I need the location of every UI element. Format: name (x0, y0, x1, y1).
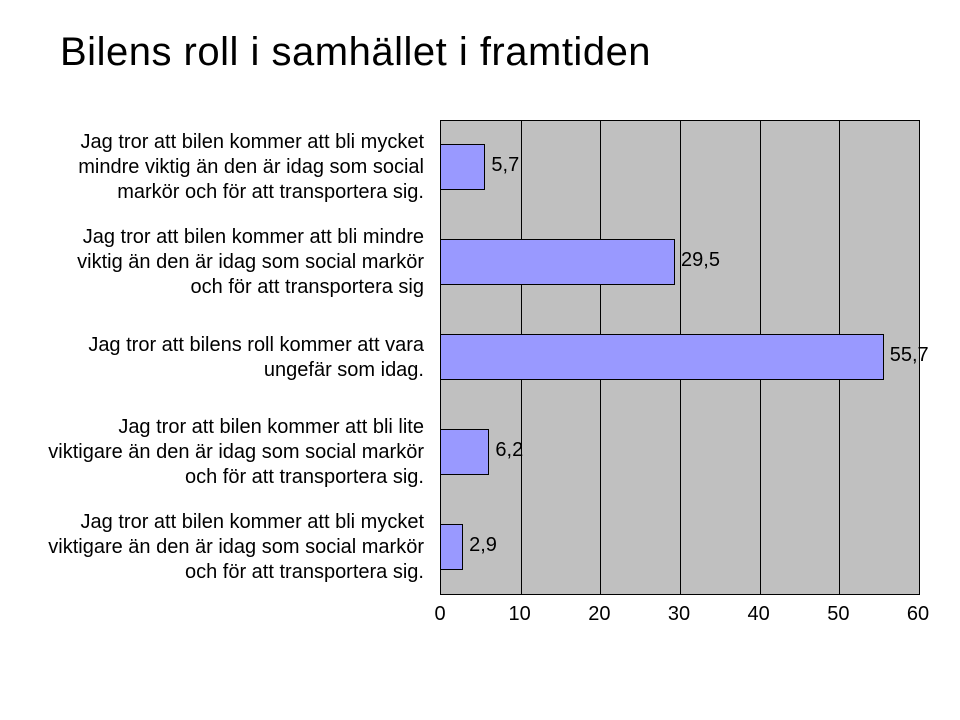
bar-value-label: 6,2 (495, 439, 523, 462)
x-tick-label: 30 (668, 603, 690, 626)
chart-row: Jag tror att bilen kommer att bli mycket… (40, 500, 920, 595)
bar (440, 144, 485, 190)
x-tick-label: 0 (434, 603, 445, 626)
chart-row: Jag tror att bilen kommer att bli lite v… (40, 405, 920, 500)
bar-zone: 2,9 (440, 500, 920, 595)
category-label: Jag tror att bilen kommer att bli mycket… (40, 510, 440, 585)
x-tick-label: 10 (509, 603, 531, 626)
bar (440, 524, 463, 570)
page-title: Bilens roll i samhället i framtiden (60, 30, 651, 75)
chart-row: Jag tror att bilen kommer att bli mindre… (40, 215, 920, 310)
bar-zone: 5,7 (440, 120, 920, 215)
x-tick-label: 20 (588, 603, 610, 626)
bar-value-label: 29,5 (681, 249, 720, 272)
bar-value-label: 2,9 (469, 534, 497, 557)
category-label: Jag tror att bilen kommer att bli mindre… (40, 225, 440, 300)
x-tick-label: 60 (907, 603, 929, 626)
bar-value-label: 5,7 (491, 154, 519, 177)
bar-zone: 29,5 (440, 215, 920, 310)
bar-zone: 55,7 (440, 310, 920, 405)
slide: Bilens roll i samhället i framtiden Jag … (0, 0, 960, 720)
category-label: Jag tror att bilen kommer att bli lite v… (40, 415, 440, 490)
category-label: Jag tror att bilen kommer att bli mycket… (40, 130, 440, 205)
bar (440, 334, 884, 380)
x-tick-label: 50 (827, 603, 849, 626)
bar-zone: 6,2 (440, 405, 920, 500)
x-tick-label: 40 (748, 603, 770, 626)
bar (440, 239, 675, 285)
bar (440, 429, 489, 475)
bar-chart: Jag tror att bilen kommer att bli mycket… (40, 120, 920, 680)
chart-row: Jag tror att bilens roll kommer att vara… (40, 310, 920, 405)
chart-rows: Jag tror att bilen kommer att bli mycket… (40, 120, 920, 595)
x-axis: 0102030405060 (440, 595, 920, 635)
category-label: Jag tror att bilens roll kommer att vara… (40, 333, 440, 383)
bar-value-label: 55,7 (890, 344, 929, 367)
chart-row: Jag tror att bilen kommer att bli mycket… (40, 120, 920, 215)
